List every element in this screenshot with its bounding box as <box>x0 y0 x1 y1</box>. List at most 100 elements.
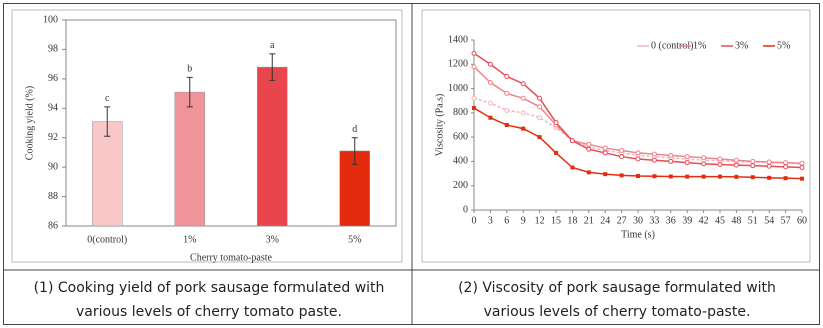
marker <box>652 174 657 179</box>
error-bar <box>351 137 358 165</box>
marker <box>783 160 789 166</box>
marker <box>569 138 575 144</box>
y-tick-label: 92 <box>48 132 58 143</box>
marker <box>537 95 543 101</box>
marker <box>504 73 510 79</box>
marker <box>635 150 641 156</box>
marker <box>717 161 723 167</box>
y-tick-label: 1000 <box>448 83 468 94</box>
marker <box>504 107 510 113</box>
y-tick-label: 96 <box>48 73 58 84</box>
marker <box>685 174 690 179</box>
marker <box>554 150 558 155</box>
marker <box>619 148 625 153</box>
marker <box>520 81 526 87</box>
marker <box>668 174 673 179</box>
y-tick-label: 1400 <box>448 34 468 45</box>
marker <box>471 64 477 70</box>
marker <box>799 160 805 166</box>
annotation: b <box>187 64 192 75</box>
marker <box>602 150 608 156</box>
x-tick-label: 3% <box>266 234 279 245</box>
x-tick-label: 0(control) <box>87 234 127 245</box>
x-tick-label: 27 <box>617 215 627 226</box>
y-tick-label: 90 <box>48 161 58 172</box>
x-axis-label: Time (s) <box>621 229 655 240</box>
marker <box>717 156 723 162</box>
marker <box>766 159 772 165</box>
marker <box>520 95 526 101</box>
marker <box>487 100 493 106</box>
y-tick-label: 600 <box>453 131 468 142</box>
figure: 86 88 90 92 94 96 98 100 c 0(control) b 1% a 3% d 5% Che… <box>3 3 820 325</box>
marker <box>766 163 772 169</box>
x-tick-label: 42 <box>699 215 709 226</box>
x-tick-label: 30 <box>633 215 643 226</box>
marker <box>586 170 591 175</box>
x-tick-label: 5% <box>348 234 361 245</box>
y-tick-label: 94 <box>48 103 58 114</box>
y-tick-label: 98 <box>48 44 58 55</box>
chart-frame <box>421 9 811 263</box>
x-tick-label: 6 <box>504 215 509 226</box>
marker <box>487 61 493 67</box>
bar <box>257 66 288 227</box>
x-tick-label: 24 <box>600 215 610 226</box>
x-tick-label: 12 <box>535 215 545 226</box>
chart-area: 86889092949698100c0(control)b1%a3%d5%Che… <box>4 4 819 324</box>
marker <box>602 145 608 151</box>
marker <box>553 120 559 126</box>
y-tick-label: 86 <box>48 220 58 231</box>
x-tick-label: 57 <box>781 215 791 226</box>
x-tick-label: 45 <box>715 215 725 226</box>
x-tick-label: 51 <box>748 215 758 226</box>
marker <box>668 152 674 158</box>
marker <box>651 151 657 157</box>
marker <box>520 110 526 116</box>
marker <box>733 157 739 163</box>
marker <box>521 126 526 131</box>
bar <box>174 91 205 227</box>
y-tick-label: 1200 <box>448 59 468 70</box>
x-tick-label: 21 <box>584 215 594 226</box>
x-tick-label: 39 <box>682 215 692 226</box>
marker <box>718 174 722 179</box>
marker <box>537 135 542 140</box>
legend-label: 3% <box>735 40 748 51</box>
marker <box>504 90 510 96</box>
caption: (2) Viscosity of pork sausage formulated… <box>458 280 776 320</box>
y-axis-label: Viscosity (Pa.s) <box>434 94 445 157</box>
marker <box>635 156 641 162</box>
marker <box>570 165 575 170</box>
x-tick-label: 15 <box>551 215 561 226</box>
marker <box>487 80 493 85</box>
marker <box>800 176 804 181</box>
x-tick-label: 54 <box>764 215 774 226</box>
marker <box>733 162 739 168</box>
x-tick-label: 33 <box>649 215 659 226</box>
legend-label: 5% <box>777 40 790 51</box>
chart-frame <box>11 9 403 263</box>
marker <box>799 165 805 170</box>
marker <box>472 106 476 110</box>
marker <box>783 176 788 181</box>
marker <box>734 174 739 179</box>
x-tick-label: 9 <box>521 215 526 226</box>
marker <box>684 154 690 160</box>
marker <box>701 161 707 167</box>
marker <box>767 175 772 180</box>
bar <box>92 121 123 227</box>
y-tick-label: 0 <box>463 204 468 215</box>
error-bar <box>186 76 193 108</box>
x-axis-label: Cherry tomato-paste <box>190 252 272 263</box>
marker <box>701 174 706 179</box>
y-axis-label: Cooking yield (%) <box>24 86 35 160</box>
x-tick-label: 36 <box>666 215 676 226</box>
marker <box>586 146 592 152</box>
annotation: d <box>352 124 357 135</box>
marker <box>636 174 640 178</box>
marker <box>750 175 755 180</box>
annotation: a <box>270 40 275 51</box>
marker <box>471 50 477 56</box>
annotation: c <box>105 93 110 104</box>
